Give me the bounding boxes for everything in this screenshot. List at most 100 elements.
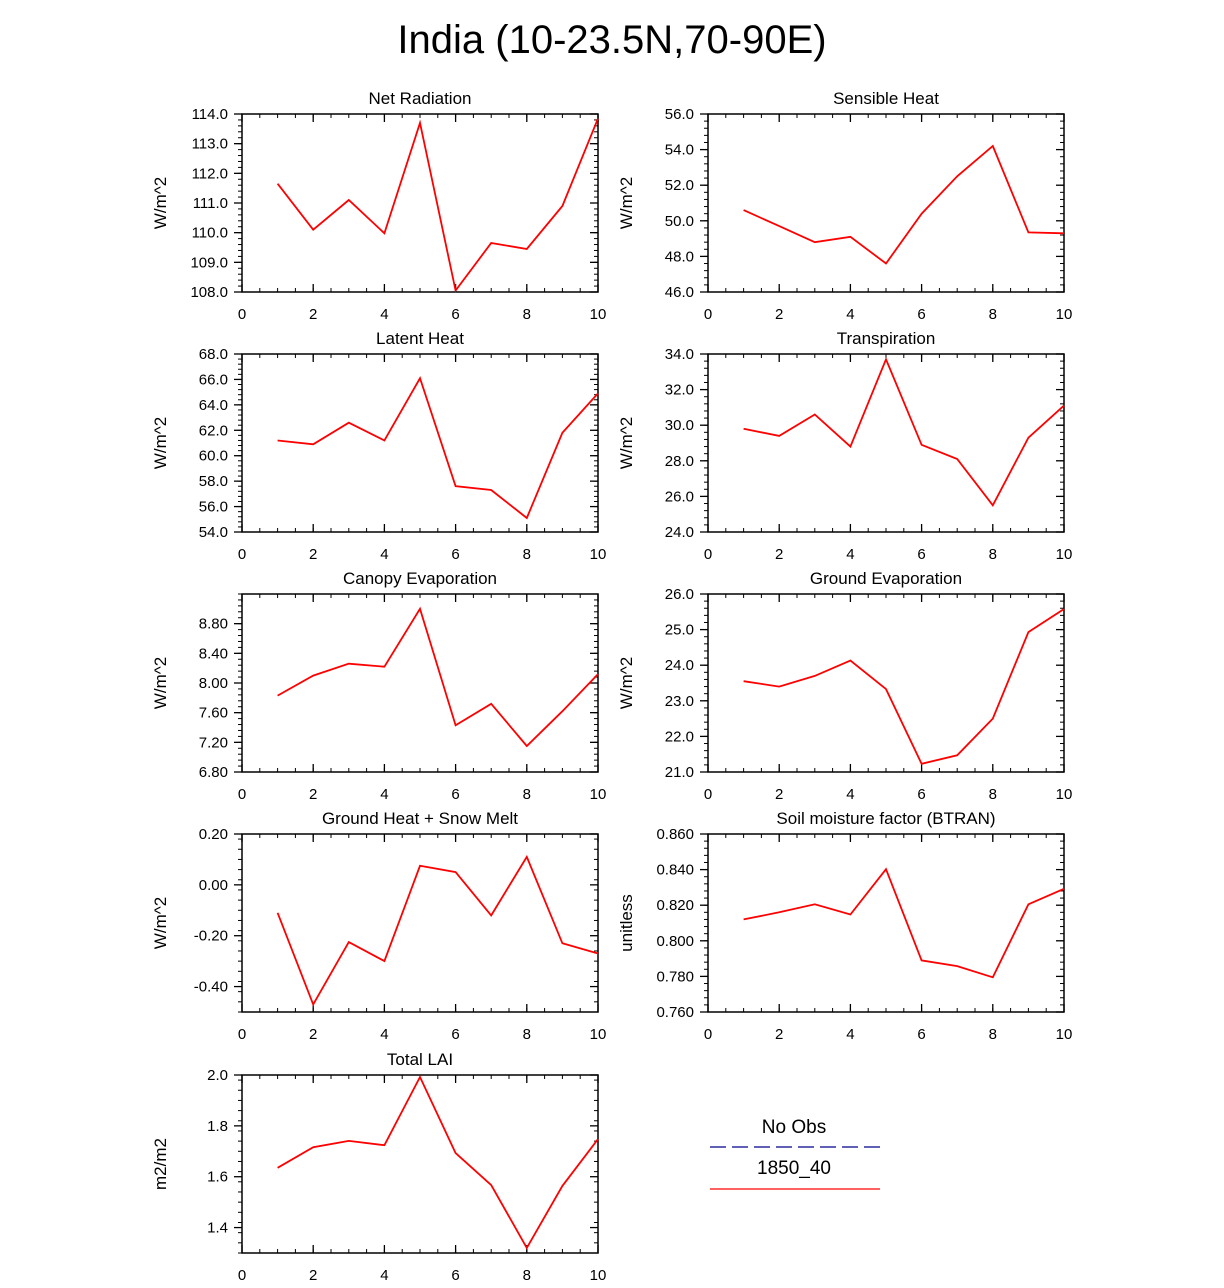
y-axis-label: W/m^2 xyxy=(151,657,170,709)
panel-8: 0 2 4 6 8 10 0.760 0.780 0.800 0.820 0.840 0.860 Soi… xyxy=(617,809,1072,1043)
x-tick-label: 8 xyxy=(989,1026,997,1043)
x-tick-label: 0 xyxy=(704,306,712,323)
panel-title: Canopy Evaporation xyxy=(343,569,497,588)
x-tick-label: 2 xyxy=(309,786,317,803)
x-tick-label: 2 xyxy=(775,786,783,803)
y-tick-label: 110.0 xyxy=(192,225,228,242)
y-tick-label: 46.0 xyxy=(665,284,694,301)
x-tick-label: 6 xyxy=(917,306,925,323)
x-tick-label: 8 xyxy=(989,786,997,803)
x-tick-label: 6 xyxy=(917,1026,925,1043)
y-tick-label: 2.0 xyxy=(207,1067,228,1084)
panel-5: 0 2 4 6 8 10 6.80 7.20 7.60 8.00 8.40 8.80 Canopy Ev… xyxy=(151,569,606,803)
y-tick-label: 8.40 xyxy=(199,645,228,662)
y-tick-label: 111.0 xyxy=(193,195,228,212)
x-tick-label: 8 xyxy=(523,786,531,803)
x-tick-label: 2 xyxy=(775,306,783,323)
series-line-1850_40 xyxy=(743,867,1065,979)
y-tick-label: 66.0 xyxy=(199,371,228,388)
y-tick-label: 52.0 xyxy=(665,177,694,194)
plot-frame xyxy=(707,833,1065,1013)
y-tick-label: 24.0 xyxy=(665,524,694,541)
x-tick-label: 10 xyxy=(590,306,607,323)
x-tick-label: 2 xyxy=(309,546,317,563)
x-tick-label: 10 xyxy=(590,1026,607,1043)
x-tick-label: 8 xyxy=(989,306,997,323)
y-tick-label: 0.00 xyxy=(199,877,228,894)
y-axis-label: W/m^2 xyxy=(151,417,170,469)
y-tick-label: 21.0 xyxy=(665,764,694,781)
y-tick-label: 114.0 xyxy=(192,106,228,123)
panel-9: 0 2 4 6 8 10 1.4 1.6 1.8 2.0 Total LAI m2/m2 xyxy=(151,1050,606,1284)
x-tick-label: 6 xyxy=(451,546,459,563)
series-line-1850_40 xyxy=(276,118,599,293)
y-axis-label: unitless xyxy=(617,894,636,952)
x-tick-label: 6 xyxy=(451,306,459,323)
x-tick-label: 0 xyxy=(704,546,712,563)
y-tick-label: 26.0 xyxy=(665,488,694,505)
series-line-1850_40 xyxy=(743,608,1065,765)
y-tick-label: 0.820 xyxy=(656,897,694,914)
panel-title: Soil moisture factor (BTRAN) xyxy=(776,809,995,828)
y-tick-label: 22.0 xyxy=(665,728,694,745)
x-tick-label: 0 xyxy=(238,306,246,323)
x-tick-label: 0 xyxy=(238,1267,246,1284)
x-tick-label: 2 xyxy=(309,1267,317,1284)
plot-frame xyxy=(241,593,599,773)
series-line-1850_40 xyxy=(277,1074,599,1250)
y-tick-label: 0.20 xyxy=(199,826,228,843)
x-tick-label: 8 xyxy=(523,1267,531,1284)
x-tick-label: 0 xyxy=(238,1026,246,1043)
plot-frame xyxy=(707,353,1065,533)
y-tick-label: -0.40 xyxy=(194,979,228,996)
y-tick-label: 50.0 xyxy=(665,213,694,230)
panel-6: 0 2 4 6 8 10 21.0 22.0 23.0 24.0 25.0 26.0 Ground Ev… xyxy=(617,569,1072,803)
panel-title: Net Radiation xyxy=(368,89,471,108)
y-tick-label: 30.0 xyxy=(665,417,694,434)
x-tick-label: 8 xyxy=(523,306,531,323)
x-tick-label: 10 xyxy=(590,786,607,803)
x-tick-label: 2 xyxy=(775,546,783,563)
page-title: India (10-23.5N,70-90E) xyxy=(397,18,827,62)
x-tick-label: 0 xyxy=(238,786,246,803)
y-tick-label: 62.0 xyxy=(199,422,228,439)
y-tick-label: -0.20 xyxy=(194,928,228,945)
y-axis-label: W/m^2 xyxy=(151,897,170,949)
panel-title: Ground Heat + Snow Melt xyxy=(322,809,518,828)
panel-title: Sensible Heat xyxy=(833,89,939,108)
x-tick-label: 10 xyxy=(590,546,607,563)
x-tick-label: 2 xyxy=(309,1026,317,1043)
y-axis-label: W/m^2 xyxy=(617,657,636,709)
x-tick-label: 6 xyxy=(917,786,925,803)
legend: No Obs 1850_40 xyxy=(710,1117,880,1190)
y-tick-label: 6.80 xyxy=(199,764,228,781)
y-axis-label: m2/m2 xyxy=(151,1138,170,1190)
x-tick-label: 8 xyxy=(523,546,531,563)
y-tick-label: 26.0 xyxy=(665,586,694,603)
x-tick-label: 8 xyxy=(523,1026,531,1043)
plot-frame xyxy=(707,113,1065,293)
legend-obs-label: No Obs xyxy=(762,1117,826,1138)
y-tick-label: 108.0 xyxy=(190,284,228,301)
x-tick-label: 10 xyxy=(1056,1026,1073,1043)
y-tick-label: 1.8 xyxy=(207,1118,228,1135)
y-tick-label: 8.80 xyxy=(199,616,228,633)
x-tick-label: 10 xyxy=(1056,546,1073,563)
y-axis-label: W/m^2 xyxy=(151,177,170,229)
series-line-1850_40 xyxy=(277,606,599,748)
panel-title: Total LAI xyxy=(387,1050,453,1069)
x-tick-label: 10 xyxy=(590,1267,607,1284)
plot-frame xyxy=(241,1074,599,1254)
panel-2: 0 2 4 6 8 10 46.0 48.0 50.0 52.0 54.0 56.0 Sensible … xyxy=(617,89,1072,323)
y-tick-label: 34.0 xyxy=(665,346,694,363)
y-tick-label: 0.800 xyxy=(656,933,694,950)
x-tick-label: 0 xyxy=(704,786,712,803)
y-tick-label: 48.0 xyxy=(665,248,694,265)
panel-4: 0 2 4 6 8 10 24.0 26.0 28.0 30.0 32.0 34.0 Transpira… xyxy=(617,329,1072,563)
y-tick-label: 0.840 xyxy=(656,862,694,879)
x-tick-label: 0 xyxy=(704,1026,712,1043)
x-tick-label: 6 xyxy=(451,1026,459,1043)
x-tick-label: 6 xyxy=(917,546,925,563)
y-tick-label: 23.0 xyxy=(665,693,694,710)
